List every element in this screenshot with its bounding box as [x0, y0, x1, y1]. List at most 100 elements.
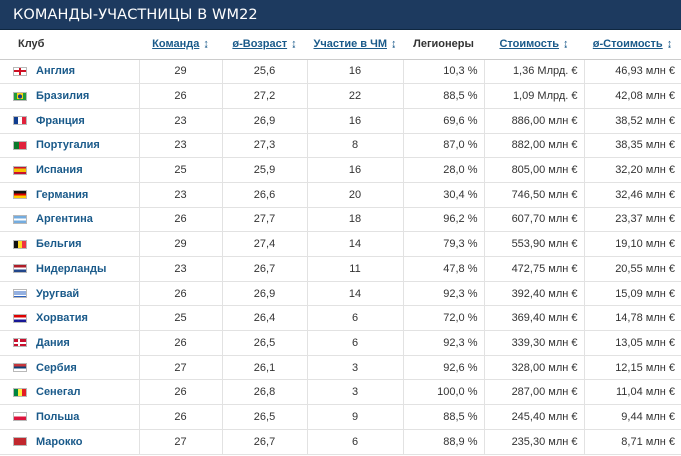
squad-size-cell: 25: [138, 305, 222, 332]
avg-age-cell: 25,9: [221, 157, 307, 183]
wc-appearances-cell: 14: [306, 281, 403, 307]
squad-size-cell: 29: [138, 59, 222, 85]
foreigners-cell: 10,3 %: [402, 59, 484, 85]
club-link[interactable]: Англия: [36, 65, 76, 78]
avg-market-value-cell: 20,55 млн €: [583, 256, 681, 282]
sort-link-avg-age[interactable]: ø-Возраст: [232, 38, 288, 51]
table-row: Аргентина 26 27,7 18 96,2 % 607,70 млн €…: [0, 207, 681, 233]
foreigners-cell: 72,0 %: [402, 305, 484, 332]
squad-size-cell: 26: [138, 404, 222, 430]
table-header-row: Клуб Команда ↨ ø-Возраст ↨ Участие в ЧМ ↨ Л…: [0, 30, 681, 60]
club-link[interactable]: Дания: [36, 336, 70, 349]
avg-market-value-cell: 32,46 млн €: [583, 182, 681, 208]
market-value-cell: 1,09 Млрд. €: [483, 83, 584, 109]
wc-appearances-cell: 6: [306, 305, 403, 332]
sort-link-market-value[interactable]: Стоимость: [499, 38, 559, 51]
sort-link-squad[interactable]: Команда: [152, 38, 200, 51]
club-link[interactable]: Сербия: [36, 361, 77, 374]
foreigners-cell: 92,6 %: [402, 355, 484, 381]
foreigners-cell: 88,5 %: [402, 404, 484, 430]
sort-arrows-icon[interactable]: ↨: [666, 38, 673, 51]
table-row: Англия 29 25,6 16 10,3 % 1,36 Млрд. € 46…: [0, 59, 681, 85]
avg-market-value-cell: 8,71 млн €: [583, 429, 681, 455]
club-link[interactable]: Нидерланды: [36, 262, 107, 275]
poland-flag-icon: [13, 412, 27, 422]
avg-market-value-cell: 15,09 млн €: [583, 281, 681, 307]
netherlands-flag-icon: [13, 264, 27, 274]
club-cell: Франция: [0, 108, 139, 134]
club-link[interactable]: Марокко: [36, 435, 83, 448]
club-link[interactable]: Бельгия: [36, 238, 82, 251]
wc-appearances-cell: 14: [306, 231, 403, 257]
club-cell: Хорватия: [0, 305, 139, 332]
column-header-avg-age[interactable]: ø-Возраст ↨: [222, 30, 307, 60]
market-value-cell: 369,40 млн €: [483, 305, 584, 332]
wc-appearances-cell: 11: [306, 256, 403, 282]
club-link[interactable]: Бразилия: [36, 90, 90, 103]
avg-age-cell: 27,3: [221, 133, 307, 159]
club-link[interactable]: Португалия: [36, 139, 100, 152]
france-flag-icon: [13, 116, 27, 126]
club-cell: Сербия: [0, 355, 139, 381]
foreigners-cell: 88,9 %: [402, 429, 484, 455]
avg-market-value-cell: 38,52 млн €: [583, 108, 681, 134]
club-link[interactable]: Аргентина: [36, 213, 93, 226]
club-link[interactable]: Сенегал: [36, 386, 81, 399]
avg-age-cell: 26,5: [221, 330, 307, 356]
wc-appearances-cell: 6: [306, 330, 403, 356]
avg-age-cell: 26,6: [221, 182, 307, 208]
wc-appearances-cell: 22: [306, 83, 403, 109]
sort-arrows-icon[interactable]: ↨: [291, 38, 297, 51]
sort-arrows-icon[interactable]: ↨: [203, 38, 209, 51]
club-cell: Бразилия: [0, 83, 139, 109]
market-value-cell: 805,00 млн €: [483, 157, 584, 183]
squad-size-cell: 26: [138, 330, 222, 356]
avg-age-cell: 27,4: [221, 231, 307, 257]
table-row: Польша 26 26,5 9 88,5 % 245,40 млн € 9,4…: [0, 404, 681, 430]
portugal-flag-icon: [13, 140, 27, 150]
table-row: Хорватия 25 26,4 6 72,0 % 369,40 млн € 1…: [0, 305, 681, 332]
market-value-cell: 339,30 млн €: [483, 330, 584, 356]
table-row: Испания 25 25,9 16 28,0 % 805,00 млн € 3…: [0, 157, 681, 183]
table-row: Марокко 27 26,7 6 88,9 % 235,30 млн € 8,…: [0, 429, 681, 455]
sort-arrows-icon[interactable]: ↨: [391, 38, 397, 51]
squad-size-cell: 26: [138, 83, 222, 109]
wc-appearances-cell: 8: [306, 133, 403, 159]
sort-link-avg-market-value[interactable]: ø-Стоимость: [592, 38, 663, 51]
club-link[interactable]: Польша: [36, 410, 80, 423]
club-cell: Дания: [0, 330, 139, 356]
foreigners-cell: 96,2 %: [402, 207, 484, 233]
sort-arrows-icon[interactable]: ↨: [563, 38, 569, 51]
club-link[interactable]: Хорватия: [36, 312, 88, 325]
morocco-flag-icon: [13, 437, 27, 447]
market-value-cell: 1,36 Млрд. €: [483, 59, 584, 85]
avg-market-value-cell: 11,04 млн €: [583, 379, 681, 406]
column-header-club: Клуб: [0, 30, 139, 60]
table-row: Сенегал 26 26,8 3 100,0 % 287,00 млн € 1…: [0, 379, 681, 406]
column-header-avg-market-value[interactable]: ø-Стоимость ↨: [584, 30, 681, 60]
avg-age-cell: 26,8: [221, 379, 307, 406]
sort-link-wc-appearances[interactable]: Участие в ЧМ: [313, 38, 388, 51]
foreigners-cell: 88,5 %: [402, 83, 484, 109]
market-value-cell: 553,90 млн €: [483, 231, 584, 257]
avg-market-value-cell: 12,15 млн €: [583, 355, 681, 381]
spain-flag-icon: [13, 165, 27, 175]
club-link[interactable]: Германия: [36, 188, 89, 201]
foreigners-cell: 92,3 %: [402, 330, 484, 356]
avg-age-cell: 26,7: [221, 256, 307, 282]
table-row: Уругвай 26 26,9 14 92,3 % 392,40 млн € 1…: [0, 281, 681, 307]
column-header-market-value[interactable]: Стоимость ↨: [484, 30, 584, 60]
column-header-wc-appearances[interactable]: Участие в ЧМ ↨: [307, 30, 403, 60]
club-link[interactable]: Испания: [36, 164, 83, 177]
club-link[interactable]: Уругвай: [36, 287, 80, 300]
column-header-squad[interactable]: Команда ↨: [139, 30, 222, 60]
market-value-cell: 886,00 млн €: [483, 108, 584, 134]
squad-size-cell: 23: [138, 256, 222, 282]
table-row: Дания 26 26,5 6 92,3 % 339,30 млн € 13,0…: [0, 330, 681, 356]
club-link[interactable]: Франция: [36, 114, 85, 127]
market-value-cell: 245,40 млн €: [483, 404, 584, 430]
wc-appearances-cell: 9: [306, 404, 403, 430]
club-cell: Германия: [0, 182, 139, 208]
squad-size-cell: 29: [138, 231, 222, 257]
avg-market-value-cell: 9,44 млн €: [583, 404, 681, 430]
